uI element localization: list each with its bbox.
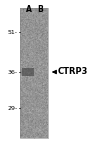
Text: 36-: 36- bbox=[8, 69, 18, 75]
Text: 29-: 29- bbox=[8, 106, 18, 110]
Text: CTRP3: CTRP3 bbox=[58, 68, 88, 77]
Bar bbox=[20, 8, 48, 138]
Text: A: A bbox=[26, 5, 32, 14]
Text: 51-: 51- bbox=[8, 29, 18, 35]
Text: B: B bbox=[37, 5, 43, 14]
